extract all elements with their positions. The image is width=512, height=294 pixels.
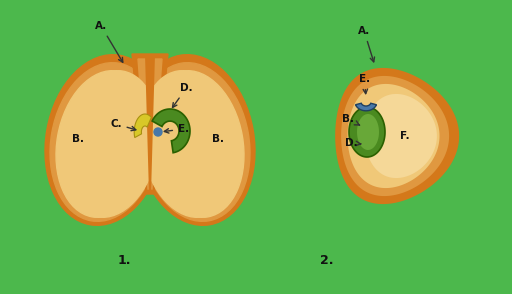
Text: 1.: 1. bbox=[118, 254, 132, 267]
Ellipse shape bbox=[56, 71, 154, 217]
Text: D.: D. bbox=[345, 138, 361, 148]
Text: E.: E. bbox=[359, 74, 370, 94]
Ellipse shape bbox=[61, 71, 159, 217]
Text: F.: F. bbox=[400, 131, 410, 141]
Polygon shape bbox=[357, 114, 379, 150]
Polygon shape bbox=[138, 59, 162, 189]
Text: B.: B. bbox=[212, 134, 224, 144]
Circle shape bbox=[154, 128, 162, 136]
Polygon shape bbox=[134, 114, 152, 138]
Polygon shape bbox=[132, 54, 168, 194]
Ellipse shape bbox=[50, 63, 160, 221]
Text: B.: B. bbox=[342, 114, 359, 125]
Polygon shape bbox=[349, 107, 385, 157]
Text: E.: E. bbox=[164, 124, 189, 134]
Ellipse shape bbox=[141, 71, 239, 217]
Polygon shape bbox=[341, 76, 449, 196]
Text: D.: D. bbox=[173, 83, 193, 108]
Text: A.: A. bbox=[95, 21, 123, 62]
Polygon shape bbox=[145, 54, 155, 194]
Polygon shape bbox=[335, 68, 459, 204]
Polygon shape bbox=[355, 103, 376, 111]
Polygon shape bbox=[348, 84, 439, 188]
Text: A.: A. bbox=[358, 26, 374, 62]
Ellipse shape bbox=[135, 55, 255, 225]
Text: C.: C. bbox=[110, 119, 136, 131]
Text: 2.: 2. bbox=[320, 254, 333, 267]
Ellipse shape bbox=[45, 55, 165, 225]
Polygon shape bbox=[365, 94, 437, 178]
Ellipse shape bbox=[140, 63, 250, 221]
Polygon shape bbox=[152, 109, 190, 153]
Ellipse shape bbox=[146, 71, 244, 217]
Text: B.: B. bbox=[72, 134, 84, 144]
